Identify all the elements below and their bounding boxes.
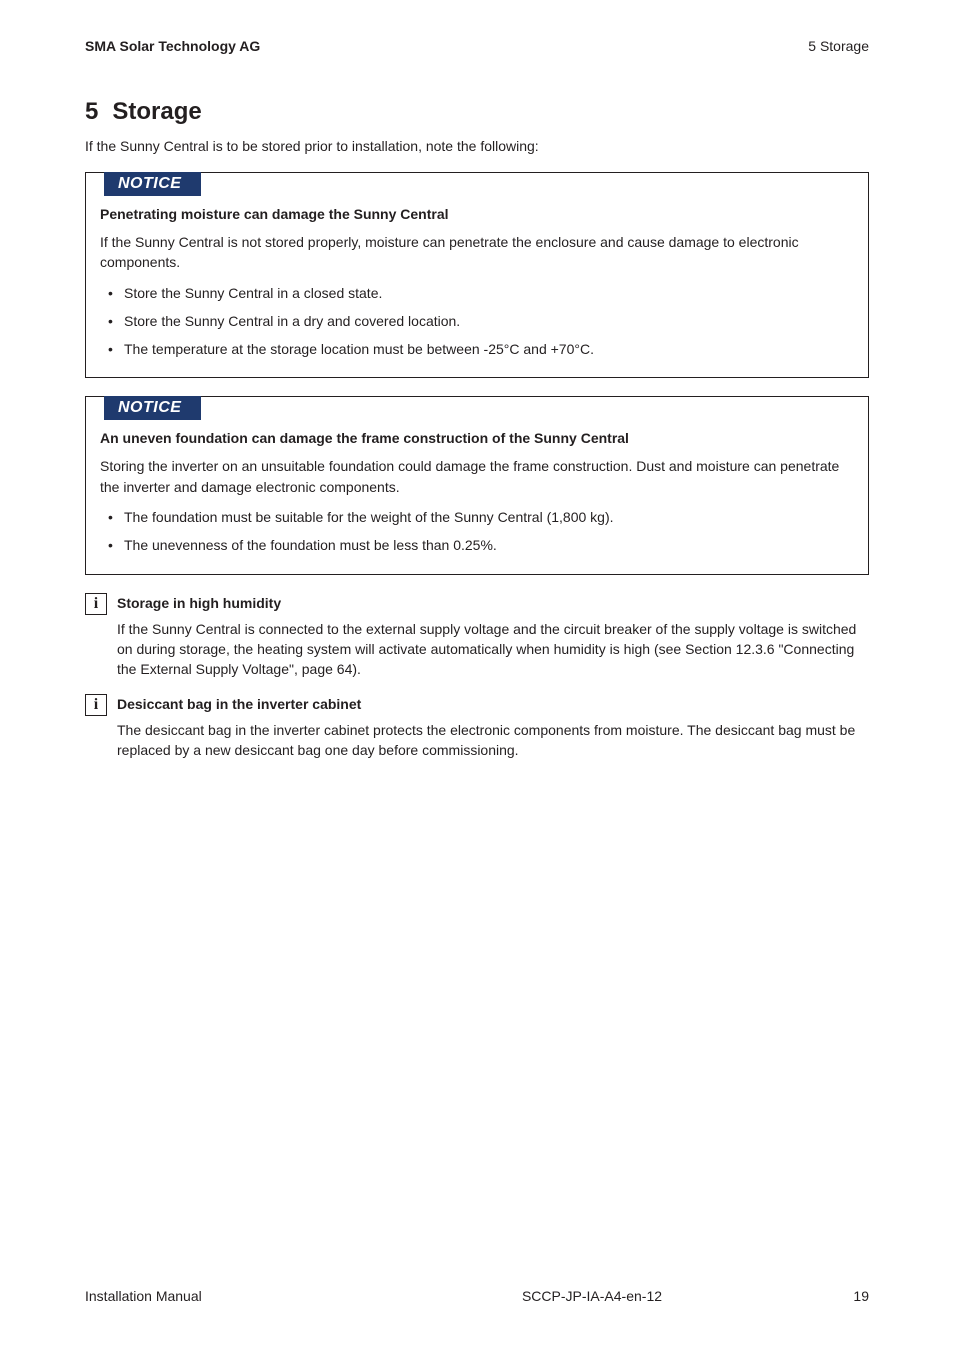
list-item: The foundation must be suitable for the … xyxy=(124,507,854,527)
notice-title: An uneven foundation can damage the fram… xyxy=(100,430,854,446)
notice-text: Storing the inverter on an unsuitable fo… xyxy=(100,456,854,497)
notice-bullet-list: Store the Sunny Central in a closed stat… xyxy=(100,283,854,360)
notice-body: An uneven foundation can damage the fram… xyxy=(86,420,868,555)
section-title: Storage xyxy=(112,98,201,125)
list-item: The unevenness of the foundation must be… xyxy=(124,535,854,555)
notice-badge: NOTICE xyxy=(104,172,201,196)
page: SMA Solar Technology AG 5 Storage 5 Stora… xyxy=(0,0,954,1350)
list-item: The temperature at the storage location … xyxy=(124,339,854,359)
info-block-desiccant: i Desiccant bag in the inverter cabinet … xyxy=(85,694,869,761)
info-block-humidity: i Storage in high humidity If the Sunny … xyxy=(85,593,869,680)
notice-text: If the Sunny Central is not stored prope… xyxy=(100,232,854,273)
notice-title: Penetrating moisture can damage the Sunn… xyxy=(100,206,854,222)
info-icon: i xyxy=(85,694,107,716)
info-title: Desiccant bag in the inverter cabinet xyxy=(117,694,869,712)
info-icon: i xyxy=(85,593,107,615)
info-text: The desiccant bag in the inverter cabine… xyxy=(117,720,869,761)
notice-badge: NOTICE xyxy=(104,396,201,420)
notice-box-foundation: NOTICE An uneven foundation can damage t… xyxy=(85,396,869,574)
header-company: SMA Solar Technology AG xyxy=(85,38,260,54)
section-intro: If the Sunny Central is to be stored pri… xyxy=(85,138,869,154)
info-content: Desiccant bag in the inverter cabinet Th… xyxy=(117,694,869,761)
notice-box-moisture: NOTICE Penetrating moisture can damage t… xyxy=(85,172,869,378)
list-item: Store the Sunny Central in a closed stat… xyxy=(124,283,854,303)
page-footer: Installation Manual SCCP-JP-IA-A4-en-12 … xyxy=(85,1288,869,1304)
info-title: Storage in high humidity xyxy=(117,593,869,611)
section-heading: 5 Storage xyxy=(85,98,869,126)
footer-page-number: 19 xyxy=(853,1288,869,1304)
page-header: SMA Solar Technology AG 5 Storage xyxy=(85,38,869,54)
notice-body: Penetrating moisture can damage the Sunn… xyxy=(86,196,868,359)
info-content: Storage in high humidity If the Sunny Ce… xyxy=(117,593,869,680)
notice-bullet-list: The foundation must be suitable for the … xyxy=(100,507,854,556)
footer-doc-type: Installation Manual xyxy=(85,1288,202,1304)
section-number: 5 xyxy=(85,98,98,126)
footer-doc-id: SCCP-JP-IA-A4-en-12 xyxy=(522,1288,662,1304)
header-section-ref: 5 Storage xyxy=(808,38,869,54)
footer-doc-id-wrap: SCCP-JP-IA-A4-en-12 xyxy=(85,1288,869,1304)
info-text: If the Sunny Central is connected to the… xyxy=(117,619,869,680)
list-item: Store the Sunny Central in a dry and cov… xyxy=(124,311,854,331)
